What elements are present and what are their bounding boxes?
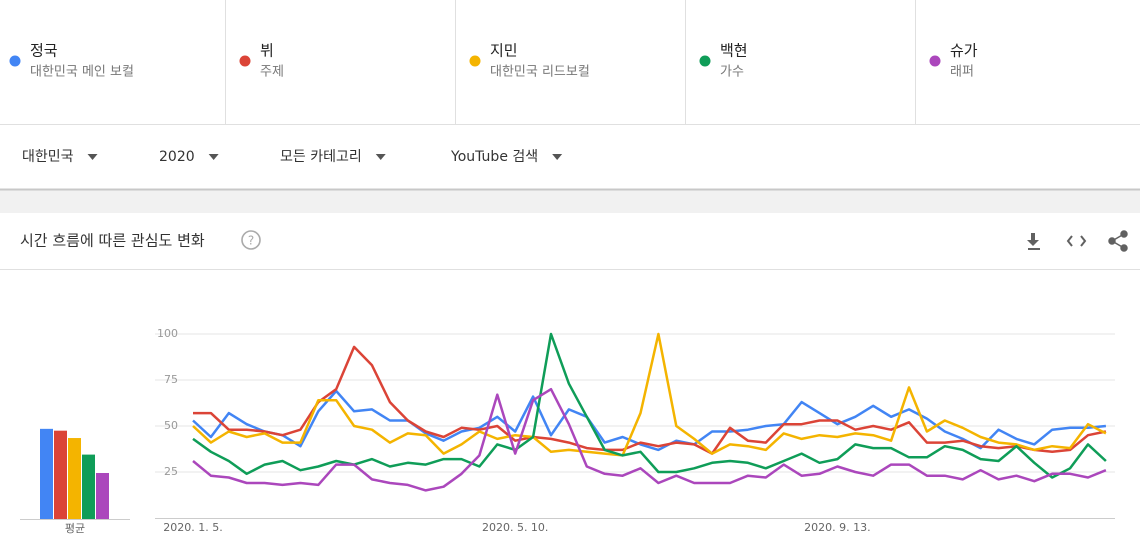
- help-icon[interactable]: ?: [241, 230, 261, 250]
- section-title: 시간 흐름에 따른 관심도 변화: [20, 232, 205, 250]
- series-line: [192, 389, 1107, 452]
- filter-bar: [0, 125, 1140, 189]
- term-dot[interactable]: [9, 55, 21, 67]
- term-description: 주제: [260, 65, 284, 80]
- download-icon[interactable]: [1027, 233, 1040, 250]
- page-gap: [0, 189, 1140, 213]
- term-name[interactable]: 정국: [30, 42, 58, 60]
- share-icon[interactable]: [1108, 230, 1128, 252]
- average-bar: [54, 430, 67, 519]
- y-tick-label: 25: [164, 465, 178, 478]
- dropdown-arrow: [552, 154, 563, 160]
- average-bar: [82, 454, 95, 519]
- series-line: [193, 345, 1107, 455]
- average-bar: [96, 473, 109, 519]
- dropdown-arrow: [208, 154, 219, 160]
- series-line: [192, 332, 1107, 457]
- x-tick-label: 2020. 5. 10.: [482, 521, 548, 534]
- y-tick-label: 75: [164, 373, 178, 386]
- term-name[interactable]: 백현: [720, 42, 748, 60]
- series-line: [192, 332, 1107, 479]
- term-description: 가수: [720, 65, 744, 80]
- filter-dropdown[interactable]: 모든 카테고리: [280, 149, 362, 165]
- x-axis-label: 평균: [65, 522, 85, 535]
- y-tick-label: 100: [157, 327, 178, 340]
- filter-dropdown[interactable]: YouTube 검색: [450, 149, 538, 165]
- term-dot[interactable]: [239, 55, 251, 67]
- average-bar: [40, 428, 53, 519]
- terms-bar: [0, 0, 1140, 125]
- term-name[interactable]: 뷔: [260, 42, 274, 60]
- filter-dropdown[interactable]: 2020: [159, 149, 195, 165]
- series-line: [192, 387, 1107, 492]
- svg-text:?: ?: [248, 234, 254, 248]
- filter-dropdown[interactable]: 대한민국: [22, 149, 74, 165]
- dropdown-arrow: [375, 154, 386, 160]
- term-description: 대한민국 리드보컬: [490, 65, 590, 80]
- x-tick-label: 2020. 9. 13.: [804, 521, 870, 534]
- term-dot[interactable]: [469, 55, 481, 67]
- y-tick-label: 50: [164, 419, 178, 432]
- average-bar: [68, 438, 81, 519]
- embed-icon[interactable]: [1066, 235, 1087, 247]
- term-name[interactable]: 지민: [490, 42, 518, 60]
- term-description: 래퍼: [950, 65, 974, 80]
- term-name[interactable]: 슈가: [950, 42, 978, 60]
- dropdown-arrow: [87, 154, 98, 160]
- x-tick-label: 2020. 1. 5.: [163, 521, 222, 534]
- term-dot[interactable]: [929, 55, 941, 67]
- term-description: 대한민국 메인 보컬: [30, 65, 134, 80]
- term-dot[interactable]: [699, 55, 711, 67]
